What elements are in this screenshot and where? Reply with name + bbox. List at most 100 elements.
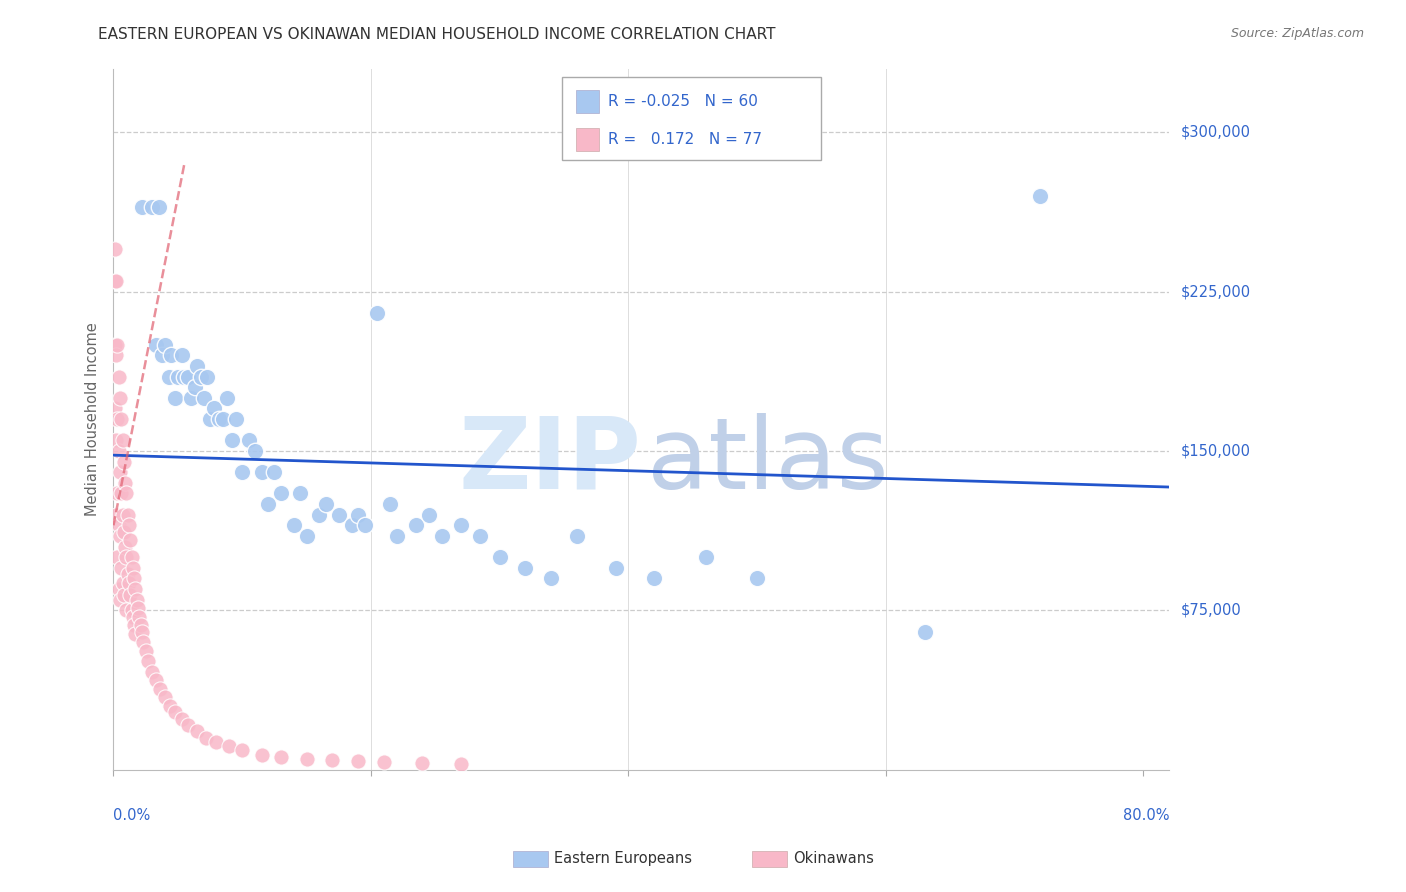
Point — [112, 454, 135, 468]
Point — [231, 465, 253, 479]
Point — [225, 412, 247, 426]
Point — [328, 508, 350, 522]
Point — [136, 654, 159, 668]
Point — [270, 749, 292, 764]
Point — [121, 609, 143, 624]
Point — [145, 337, 167, 351]
Point — [170, 712, 193, 726]
Point — [135, 643, 157, 657]
Point — [321, 753, 343, 767]
Text: $300,000: $300,000 — [1180, 125, 1250, 140]
Point — [173, 369, 195, 384]
Point — [197, 369, 219, 384]
Point — [405, 518, 427, 533]
Point — [695, 550, 717, 565]
Point — [186, 724, 208, 739]
Point — [117, 508, 139, 522]
Point — [205, 735, 228, 749]
Point — [107, 369, 129, 384]
Point — [353, 518, 375, 533]
Point — [107, 444, 129, 458]
Point — [160, 348, 183, 362]
Point — [218, 739, 240, 754]
Point — [170, 348, 193, 362]
Point — [643, 571, 665, 585]
Point — [308, 508, 330, 522]
Point — [149, 681, 172, 696]
Y-axis label: Median Household Income: Median Household Income — [86, 322, 100, 516]
Point — [263, 465, 285, 479]
Point — [165, 391, 187, 405]
Point — [124, 582, 146, 596]
Point — [115, 603, 138, 617]
Point — [366, 306, 388, 320]
Point — [112, 588, 135, 602]
Point — [195, 731, 218, 745]
Point — [1029, 189, 1052, 203]
Text: R = -0.025   N = 60: R = -0.025 N = 60 — [607, 95, 758, 109]
Text: EASTERN EUROPEAN VS OKINAWAN MEDIAN HOUSEHOLD INCOME CORRELATION CHART: EASTERN EUROPEAN VS OKINAWAN MEDIAN HOUS… — [98, 27, 776, 42]
Point — [120, 588, 142, 602]
Point — [202, 401, 225, 416]
Point — [430, 529, 453, 543]
Point — [190, 369, 212, 384]
Point — [540, 571, 562, 585]
Point — [914, 624, 936, 639]
Point — [105, 508, 128, 522]
Point — [108, 529, 131, 543]
Point — [221, 434, 243, 448]
Point — [165, 705, 187, 719]
Point — [121, 550, 143, 565]
Point — [347, 754, 370, 768]
Point — [250, 465, 273, 479]
Text: ZIP: ZIP — [458, 413, 641, 509]
Point — [110, 412, 132, 426]
Point — [177, 369, 200, 384]
Text: R =   0.172   N = 77: R = 0.172 N = 77 — [607, 132, 762, 147]
Point — [121, 561, 143, 575]
Point — [288, 486, 311, 500]
Point — [131, 200, 153, 214]
Point — [124, 626, 146, 640]
Text: $225,000: $225,000 — [1180, 284, 1250, 299]
Point — [114, 540, 136, 554]
Point — [198, 412, 221, 426]
Text: $150,000: $150,000 — [1180, 443, 1250, 458]
Point — [238, 434, 260, 448]
Point — [167, 369, 190, 384]
Point — [177, 718, 200, 732]
Point — [141, 665, 163, 679]
Point — [340, 518, 363, 533]
Point — [283, 518, 305, 533]
Point — [115, 550, 138, 565]
Point — [105, 486, 128, 500]
Point — [110, 561, 132, 575]
Text: Okinawans: Okinawans — [793, 851, 875, 865]
Point — [107, 582, 129, 596]
Point — [108, 592, 131, 607]
Point — [108, 391, 131, 405]
Point — [108, 465, 131, 479]
Point — [153, 690, 176, 705]
Point — [450, 757, 472, 772]
Point — [347, 508, 370, 522]
Point — [104, 337, 127, 351]
Point — [380, 497, 402, 511]
Point — [105, 412, 128, 426]
Point — [104, 242, 127, 256]
Point — [122, 571, 145, 585]
Point — [104, 274, 127, 288]
Point — [131, 624, 153, 639]
Point — [121, 603, 143, 617]
Text: Eastern Europeans: Eastern Europeans — [554, 851, 692, 865]
Point — [114, 475, 136, 490]
Point — [488, 550, 510, 565]
Point — [180, 391, 202, 405]
Point — [186, 359, 208, 373]
Point — [111, 434, 134, 448]
Point — [470, 529, 492, 543]
Text: $75,000: $75,000 — [1180, 603, 1241, 618]
Point — [183, 380, 205, 394]
Point — [148, 200, 170, 214]
Point — [515, 561, 537, 575]
